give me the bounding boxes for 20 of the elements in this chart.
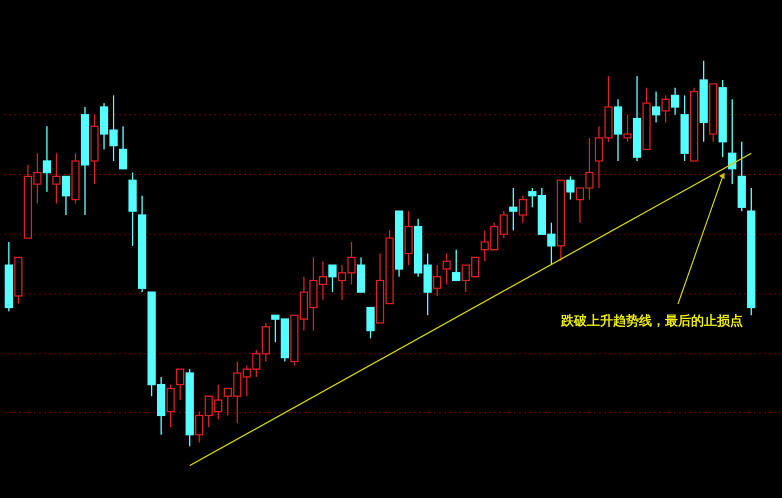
candlestick (42, 126, 52, 192)
candlestick (166, 384, 175, 428)
candlestick (118, 126, 128, 170)
candlestick (509, 187, 518, 232)
candlestick (661, 94, 670, 124)
candlestick (670, 87, 680, 116)
candlestick (728, 98, 736, 185)
candlestick (366, 306, 375, 340)
candlestick (52, 152, 61, 204)
candlestick (518, 195, 527, 224)
candlestick (452, 249, 460, 282)
candlestick (176, 368, 184, 401)
candlestick (62, 176, 70, 216)
candlestick (328, 264, 337, 293)
annotation: 跌破上升趋势线，最后的止损点 (560, 313, 743, 329)
candlestick (566, 176, 575, 200)
candlestick (623, 114, 632, 142)
candlestick (442, 252, 451, 286)
candlestick (652, 90, 660, 124)
candlestick (433, 264, 442, 297)
